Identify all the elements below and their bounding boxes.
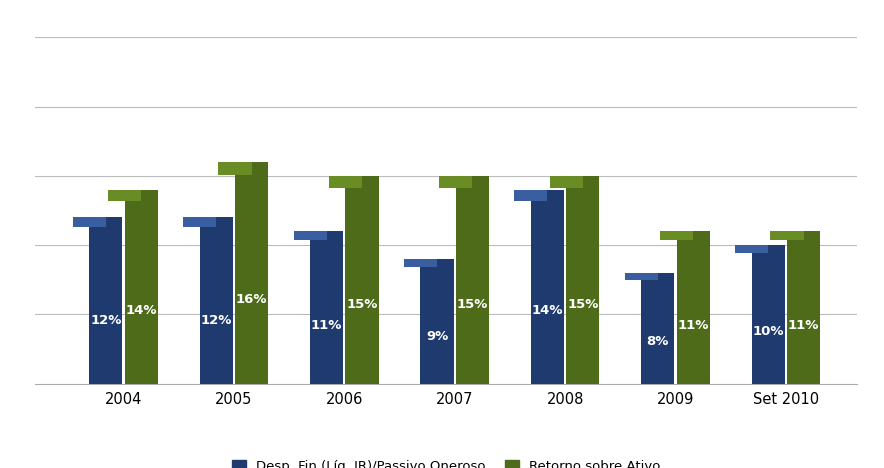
Bar (771, 231, 804, 241)
Bar (125, 190, 157, 384)
Text: 14%: 14% (531, 304, 563, 316)
Bar (183, 218, 217, 227)
Bar (421, 259, 453, 384)
Bar (108, 190, 141, 201)
Bar (310, 231, 343, 384)
Text: 12%: 12% (90, 314, 121, 327)
Bar (89, 218, 122, 384)
Bar (72, 218, 106, 227)
Bar (235, 162, 268, 384)
Text: 11%: 11% (311, 319, 342, 332)
Bar (676, 231, 710, 384)
Text: 14%: 14% (126, 304, 157, 316)
Text: 15%: 15% (567, 298, 598, 311)
Bar (641, 273, 674, 384)
Bar (439, 176, 472, 188)
Bar (404, 259, 437, 266)
Bar (200, 218, 232, 384)
Bar (531, 190, 564, 384)
Bar (456, 176, 489, 384)
Text: 11%: 11% (677, 319, 709, 332)
Bar (293, 231, 327, 241)
Text: 15%: 15% (347, 298, 377, 311)
Text: 11%: 11% (788, 319, 819, 332)
Bar (566, 176, 599, 384)
Bar (514, 190, 547, 201)
Legend: Desp. Fin (Líq. IR)/Passivo Oneroso, Retorno sobre Ativo: Desp. Fin (Líq. IR)/Passivo Oneroso, Ret… (227, 454, 666, 468)
Text: 8%: 8% (646, 335, 669, 348)
Bar (625, 273, 658, 279)
Text: 16%: 16% (236, 293, 267, 306)
Text: 10%: 10% (752, 325, 784, 337)
Text: 15%: 15% (457, 298, 488, 311)
Text: 9%: 9% (426, 330, 448, 343)
Bar (660, 231, 693, 241)
Bar (787, 231, 820, 384)
Bar (751, 245, 785, 384)
Text: 12%: 12% (201, 314, 232, 327)
Bar (550, 176, 583, 188)
Bar (735, 245, 768, 254)
Bar (218, 162, 252, 176)
Bar (346, 176, 378, 384)
Bar (329, 176, 362, 188)
